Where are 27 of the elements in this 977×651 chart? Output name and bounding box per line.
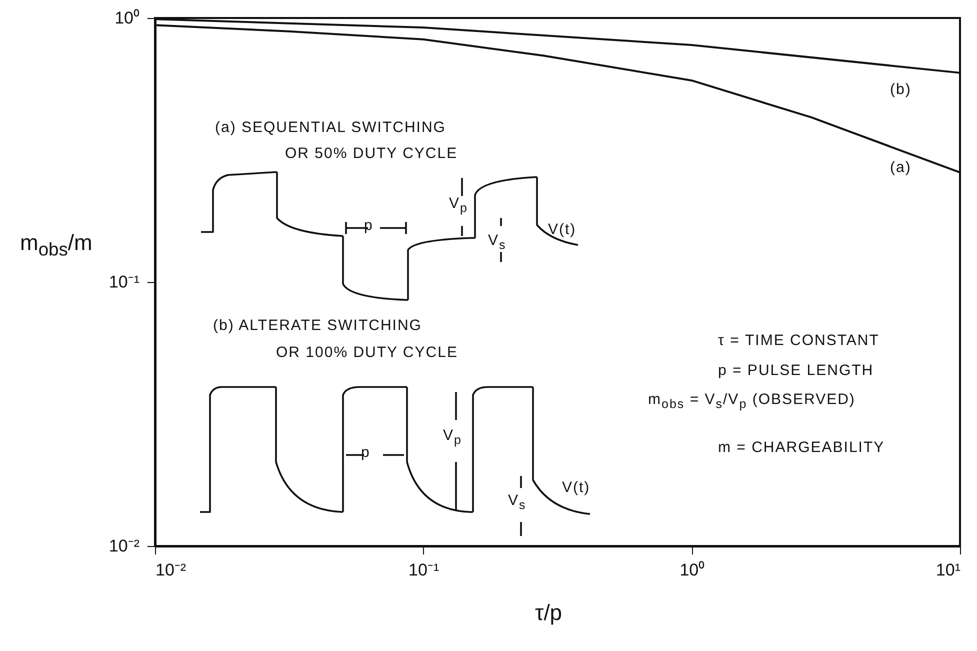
y-tick-label: 10⁻¹ [108, 272, 140, 292]
y-tick-label: 10⁻² [108, 536, 140, 556]
annotation: (b) [890, 81, 912, 98]
annotation: V(t) [562, 479, 590, 496]
annotation: m = CHARGEABILITY [718, 439, 885, 456]
annotation: V(t) [548, 221, 576, 238]
annotation: p [364, 217, 374, 234]
annotation: (a) SEQUENTIAL SWITCHING [215, 119, 446, 136]
x-tick-label: 10⁰ [680, 560, 705, 580]
y-tick-label: 10⁰ [114, 8, 140, 28]
annotation: V$_{s}$ [488, 232, 506, 253]
annotation: (b) ALTERATE SWITCHING [213, 317, 422, 334]
x-tick-label: 10⁻² [156, 560, 186, 580]
y-axis-title: m$_{obs}$/m [20, 230, 92, 260]
annotation: V$_{s}$ [508, 492, 526, 513]
annotation: V$_{p}$ [449, 195, 468, 216]
annotation: (a) [890, 159, 912, 176]
x-tick-label: 10⁻¹ [408, 560, 440, 580]
x-axis-title: τ/p [535, 600, 562, 626]
annotation: OR 50% DUTY CYCLE [285, 145, 458, 162]
annotation: τ = TIME CONSTANT [718, 332, 880, 350]
annotation: p [361, 444, 370, 462]
annotation: OR 100% DUTY CYCLE [276, 344, 458, 362]
annotation: m$_{obs}$ = V$_{s}$/V$_{p}$ (OBSERVED) [648, 391, 856, 412]
annotation: p = PULSE LENGTH [718, 362, 874, 380]
annotation: V$_{p}$ [443, 427, 462, 448]
x-tick-label: 10¹ [936, 560, 961, 580]
